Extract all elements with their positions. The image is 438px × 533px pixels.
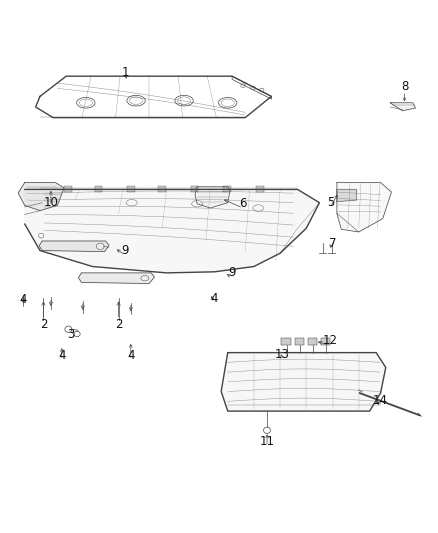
Text: 9: 9: [228, 266, 236, 279]
Text: 4: 4: [20, 294, 27, 306]
Text: 14: 14: [373, 394, 388, 408]
FancyBboxPatch shape: [307, 338, 317, 345]
Text: 9: 9: [121, 244, 129, 257]
FancyBboxPatch shape: [191, 186, 198, 191]
Text: 4: 4: [210, 292, 218, 305]
Text: 7: 7: [329, 237, 336, 250]
Polygon shape: [195, 187, 230, 208]
FancyBboxPatch shape: [127, 186, 135, 191]
Polygon shape: [18, 182, 64, 211]
FancyBboxPatch shape: [64, 186, 72, 191]
Polygon shape: [78, 273, 154, 284]
Polygon shape: [221, 353, 386, 411]
FancyBboxPatch shape: [256, 186, 264, 191]
Polygon shape: [337, 189, 357, 201]
Text: 4: 4: [127, 349, 134, 362]
Text: 5: 5: [327, 196, 334, 209]
Text: 13: 13: [275, 348, 290, 361]
FancyBboxPatch shape: [294, 338, 304, 345]
Text: 2: 2: [40, 319, 47, 332]
Text: 10: 10: [43, 196, 58, 209]
Text: 4: 4: [58, 349, 66, 362]
Polygon shape: [337, 182, 392, 232]
Text: 11: 11: [260, 435, 275, 448]
Text: 6: 6: [239, 197, 247, 211]
Text: 2: 2: [115, 319, 122, 332]
FancyBboxPatch shape: [282, 338, 291, 345]
Text: 12: 12: [322, 334, 337, 348]
Text: 3: 3: [67, 327, 74, 341]
Polygon shape: [390, 103, 416, 111]
FancyBboxPatch shape: [321, 338, 330, 345]
FancyBboxPatch shape: [223, 186, 231, 191]
Ellipse shape: [141, 276, 149, 281]
Polygon shape: [39, 241, 109, 252]
FancyBboxPatch shape: [158, 186, 166, 191]
Ellipse shape: [96, 243, 104, 249]
Text: 1: 1: [121, 66, 129, 79]
Polygon shape: [25, 189, 319, 273]
Text: 8: 8: [401, 80, 408, 93]
FancyBboxPatch shape: [95, 186, 102, 191]
